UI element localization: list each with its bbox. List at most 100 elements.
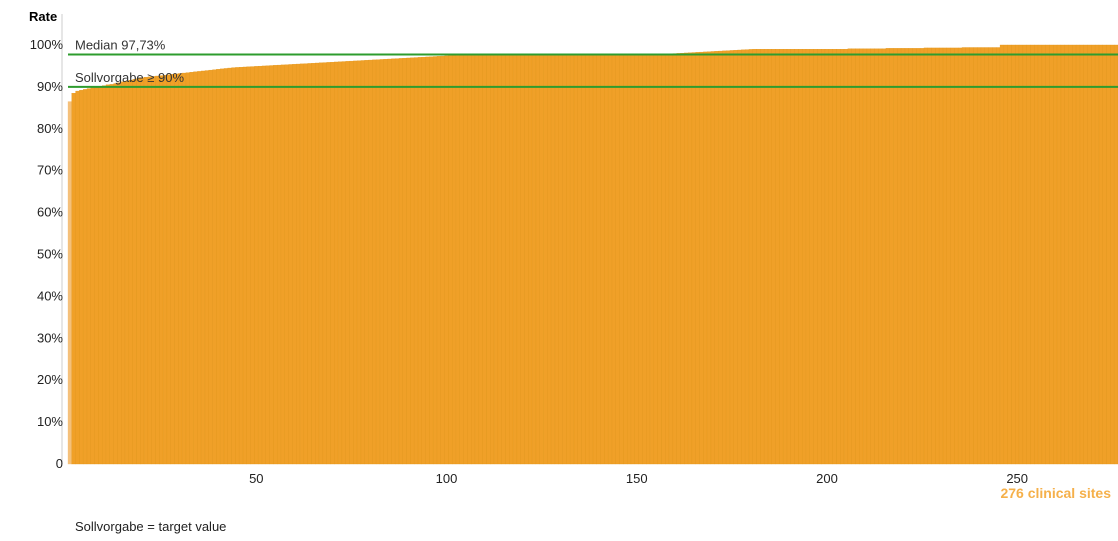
- bar: [193, 71, 198, 465]
- bar: [239, 67, 244, 465]
- bar: [269, 65, 274, 465]
- bar: [554, 54, 559, 465]
- bar: [638, 54, 643, 465]
- bar: [1030, 44, 1035, 465]
- bar: [79, 90, 84, 465]
- bar: [452, 55, 457, 465]
- bar: [535, 54, 540, 465]
- reference-lines: Median 97,73% Sollvorgabe ≥ 90%: [68, 38, 1118, 88]
- bar: [178, 73, 183, 465]
- bar: [714, 51, 719, 465]
- bar: [219, 68, 225, 465]
- bar: [261, 65, 266, 465]
- bar: [1110, 44, 1115, 465]
- y-tick-label: 80%: [37, 121, 63, 136]
- bar: [170, 74, 175, 465]
- bar: [102, 85, 107, 465]
- bar: [881, 48, 887, 465]
- bar: [288, 64, 293, 465]
- bar: [105, 84, 110, 465]
- bar: [436, 56, 441, 465]
- y-tick-label: 30%: [37, 330, 63, 345]
- bar: [919, 48, 925, 465]
- bar: [912, 48, 917, 465]
- bar: [592, 54, 597, 465]
- bar: [174, 73, 179, 465]
- bar: [566, 54, 571, 465]
- bar: [805, 49, 810, 465]
- bar: [615, 54, 620, 465]
- bar: [676, 53, 681, 465]
- bar: [558, 54, 563, 465]
- bar: [733, 50, 738, 465]
- y-tick-label: 90%: [37, 79, 63, 94]
- y-tick-label: 40%: [37, 288, 63, 303]
- bar: [505, 54, 510, 465]
- bar: [155, 75, 160, 465]
- bar: [383, 59, 388, 465]
- bar: [250, 66, 255, 465]
- x-axis-label: 276 clinical sites: [1000, 485, 1111, 501]
- bar: [935, 47, 940, 465]
- bar-series: [67, 44, 1118, 465]
- bar: [596, 54, 601, 465]
- bar: [299, 63, 304, 465]
- bar: [455, 55, 460, 465]
- bar: [368, 59, 373, 465]
- x-tick-label: 250: [1006, 471, 1028, 486]
- y-tick-label: 100%: [30, 37, 64, 52]
- bar: [467, 54, 472, 465]
- bar: [90, 87, 95, 465]
- y-tick-label: 0: [56, 456, 63, 471]
- bar: [931, 47, 936, 465]
- bar: [117, 82, 122, 465]
- bar: [1034, 44, 1039, 465]
- bar: [231, 67, 236, 465]
- bar: [200, 70, 206, 465]
- x-tick-label: 200: [816, 471, 838, 486]
- bar: [893, 48, 898, 465]
- bar: [98, 86, 103, 465]
- bar: [927, 47, 932, 465]
- bar: [988, 47, 993, 465]
- bar: [474, 54, 479, 465]
- reference-line-label: Sollvorgabe ≥ 90%: [75, 70, 184, 85]
- bar: [577, 54, 582, 465]
- bar: [756, 49, 761, 465]
- bar: [798, 49, 803, 465]
- bar: [977, 47, 982, 465]
- reference-line-label: Median 97,73%: [75, 38, 166, 53]
- bar: [744, 49, 750, 465]
- bar: [802, 49, 807, 465]
- bar: [360, 60, 365, 465]
- bar: [486, 54, 491, 465]
- bar: [581, 54, 586, 465]
- bar: [999, 44, 1004, 465]
- bar: [539, 54, 544, 465]
- bar: [634, 54, 639, 465]
- bar: [1075, 44, 1081, 465]
- bar: [216, 69, 221, 465]
- bar: [771, 49, 776, 465]
- bar: [71, 93, 76, 465]
- bar: [375, 59, 381, 465]
- bar: [258, 65, 263, 465]
- bar: [189, 72, 194, 465]
- bar: [531, 54, 537, 465]
- bar: [1011, 44, 1016, 465]
- bar: [851, 48, 856, 465]
- bar: [657, 53, 662, 465]
- bar: [573, 54, 578, 465]
- bar: [315, 62, 320, 465]
- bar: [356, 60, 362, 465]
- bar: [550, 54, 556, 465]
- y-tick-label: 10%: [37, 414, 63, 429]
- bar: [136, 78, 141, 465]
- bar: [817, 49, 822, 465]
- bar: [227, 67, 232, 465]
- bar: [897, 48, 902, 465]
- bar: [1106, 44, 1111, 465]
- bar: [691, 52, 696, 465]
- bar: [543, 54, 548, 465]
- bar: [973, 47, 978, 465]
